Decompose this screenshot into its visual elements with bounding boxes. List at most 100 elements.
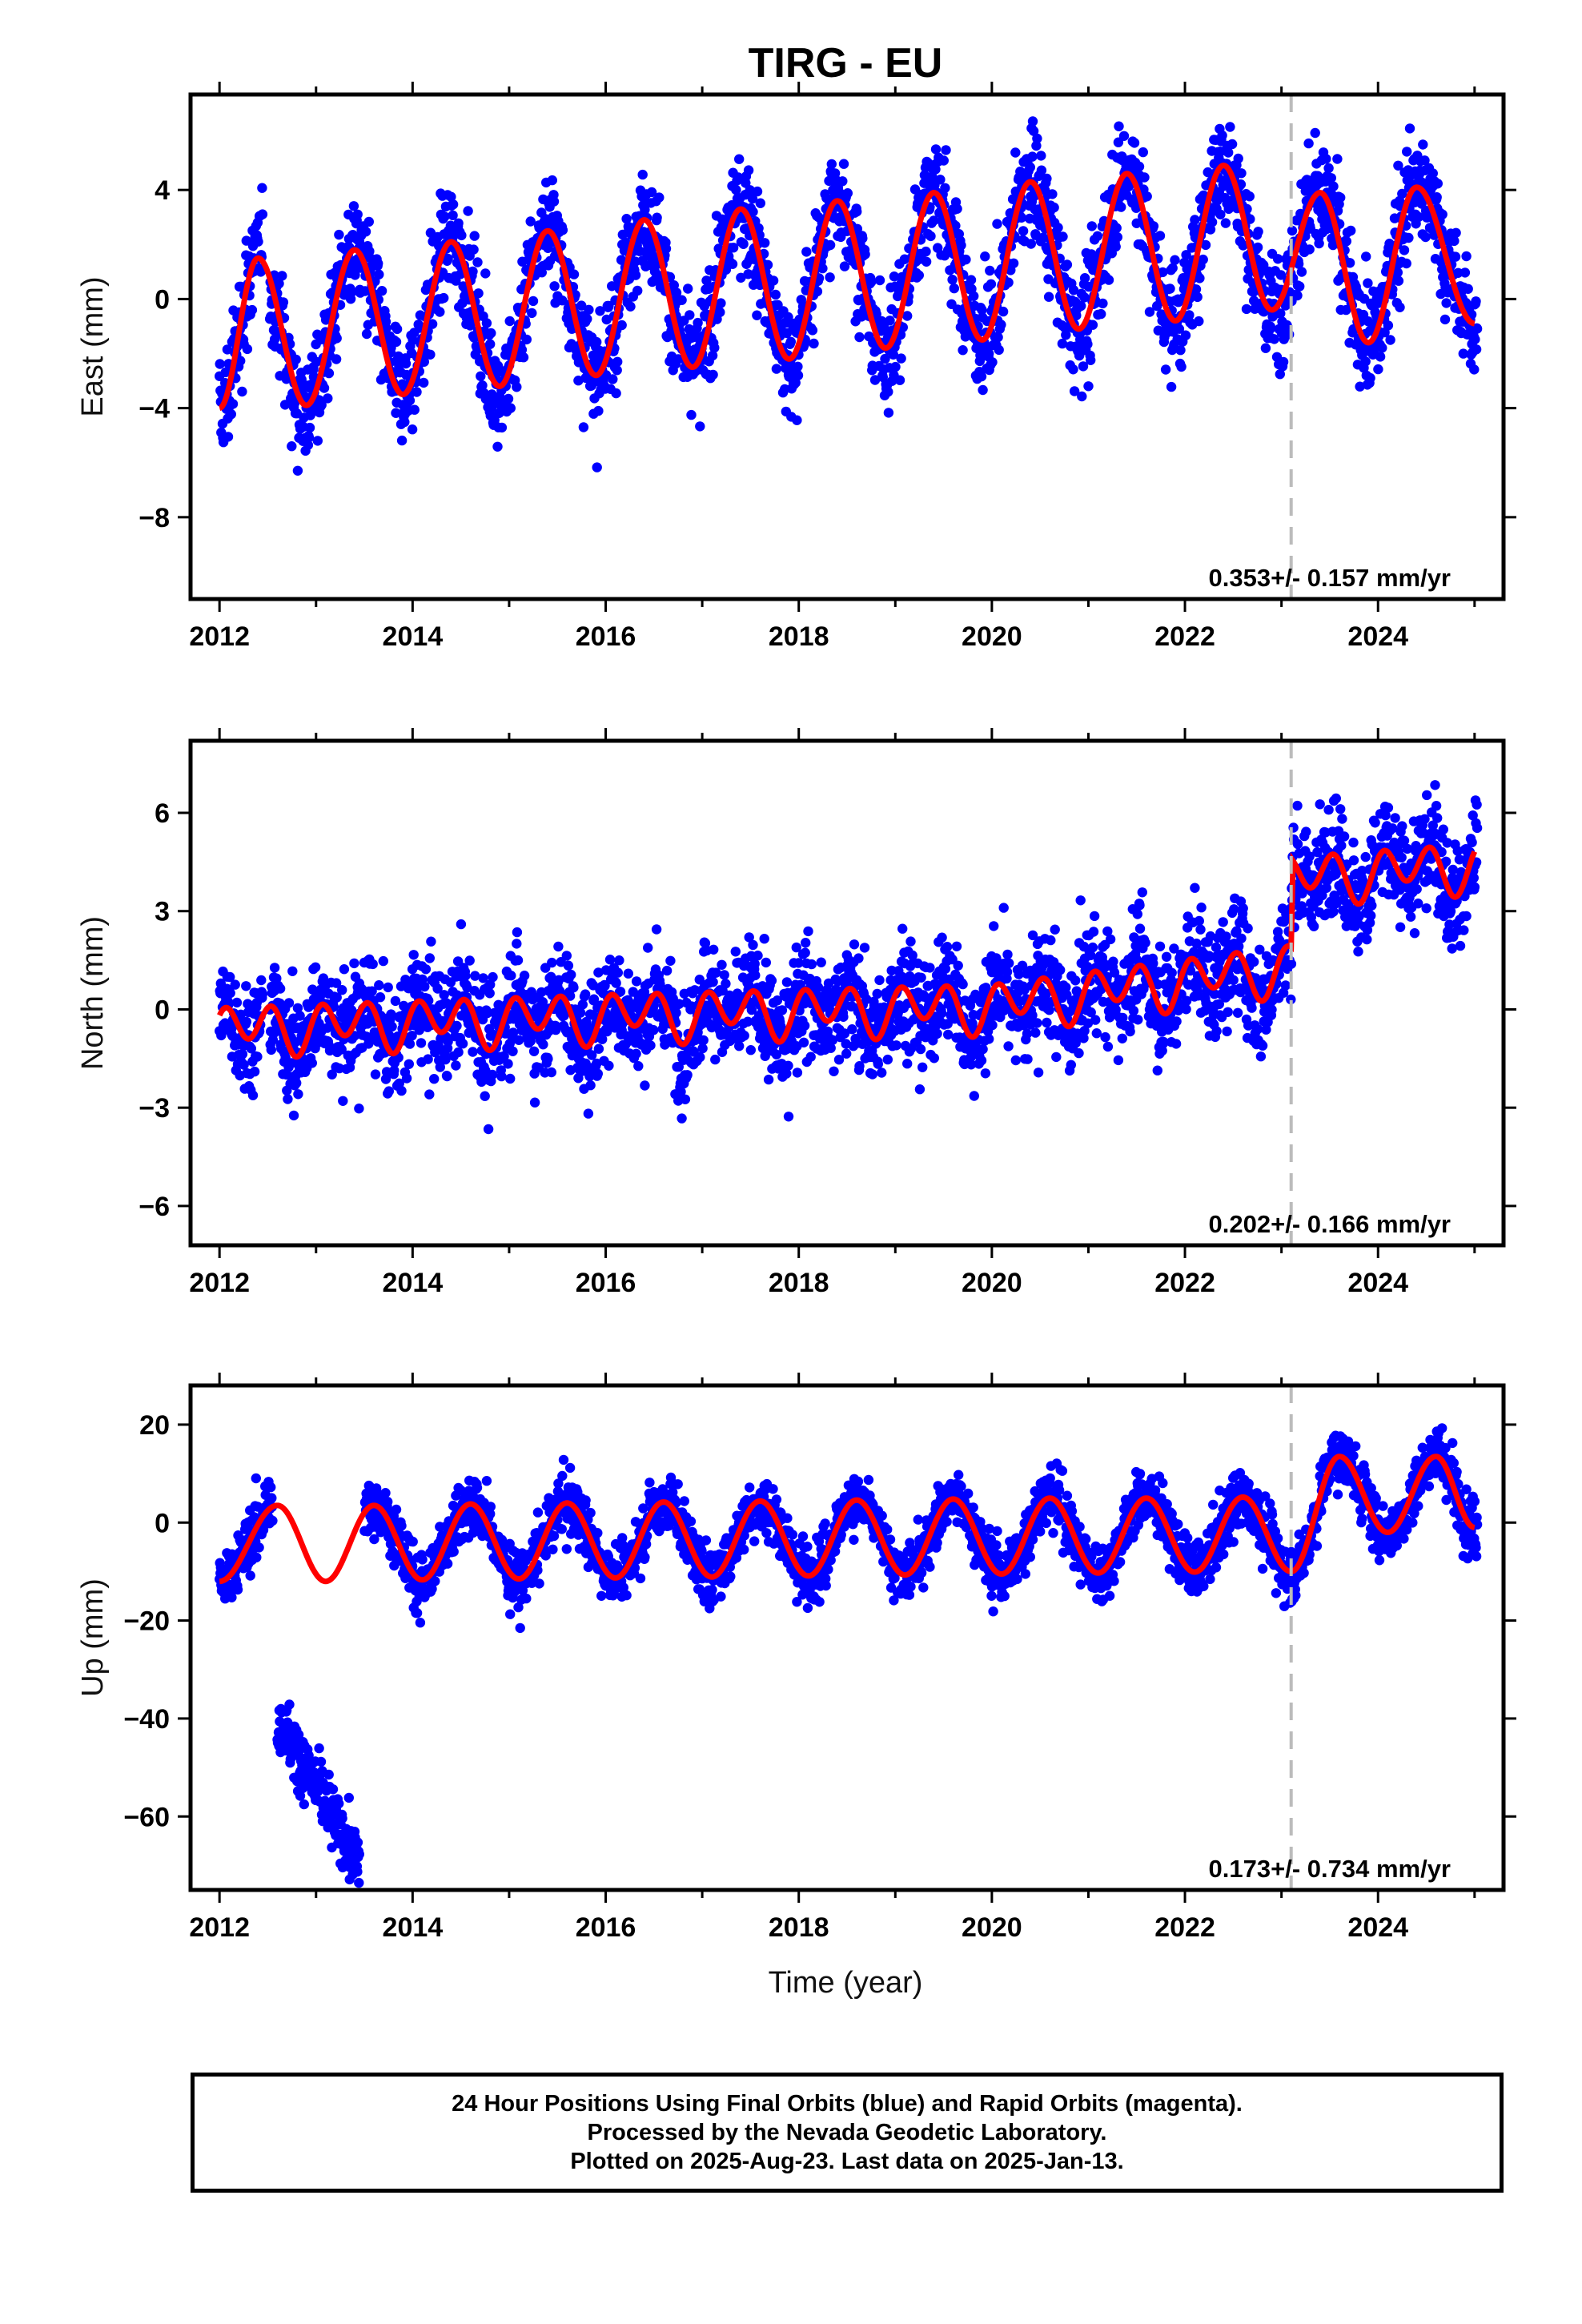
- data-point: [1113, 1055, 1124, 1066]
- data-point: [727, 259, 738, 269]
- data-point: [518, 352, 529, 363]
- data-point: [1032, 1018, 1042, 1028]
- data-point: [1463, 283, 1473, 294]
- data-point: [1200, 239, 1211, 251]
- data-point: [937, 932, 947, 943]
- data-point: [771, 1049, 782, 1060]
- data-point: [646, 187, 657, 198]
- data-point: [424, 953, 435, 963]
- data-point: [761, 957, 771, 968]
- data-point: [367, 986, 377, 996]
- data-point: [612, 356, 623, 367]
- data-point: [1046, 935, 1056, 946]
- data-point: [1025, 162, 1036, 173]
- data-point: [472, 257, 483, 267]
- data-point: [680, 1094, 691, 1105]
- data-point: [882, 1054, 893, 1065]
- data-point: [993, 332, 1003, 343]
- data-point: [812, 286, 823, 297]
- data-point: [1061, 330, 1071, 340]
- data-point: [857, 233, 868, 243]
- data-point: [547, 175, 557, 186]
- data-point: [805, 1051, 816, 1062]
- data-point: [400, 416, 410, 428]
- data-point: [661, 965, 673, 976]
- data-point: [482, 1008, 492, 1019]
- data-point: [890, 361, 901, 372]
- data-point: [269, 963, 280, 973]
- data-point: [1102, 1041, 1114, 1052]
- data-point: [1220, 218, 1231, 228]
- data-point: [408, 335, 418, 345]
- data-point: [1225, 122, 1235, 132]
- data-point: [266, 1044, 276, 1055]
- data-point: [1027, 1010, 1038, 1021]
- data-point: [1413, 211, 1424, 223]
- data-point: [748, 207, 758, 217]
- data-point: [752, 186, 763, 197]
- data-point: [980, 1068, 991, 1079]
- data-point: [841, 1048, 852, 1059]
- data-point: [966, 1052, 976, 1063]
- data-point: [745, 185, 755, 195]
- data-point: [473, 288, 484, 299]
- data-point: [874, 975, 885, 986]
- data-point: [255, 267, 266, 277]
- data-point: [941, 145, 951, 155]
- data-point: [1090, 1015, 1101, 1025]
- x-tick-label: 2014: [383, 621, 444, 652]
- data-point: [1375, 352, 1386, 362]
- data-point: [792, 415, 802, 425]
- data-point: [825, 239, 836, 251]
- data-point: [885, 316, 895, 326]
- data-point: [710, 1054, 721, 1065]
- data-point: [338, 1096, 348, 1107]
- data-point: [800, 947, 810, 958]
- data-point: [640, 204, 650, 215]
- data-point: [872, 988, 882, 999]
- data-point: [483, 1124, 494, 1135]
- data-point: [1129, 138, 1140, 148]
- data-point: [391, 336, 402, 348]
- data-point: [576, 300, 587, 311]
- data-point: [435, 307, 445, 317]
- data-point: [871, 309, 881, 320]
- data-point: [883, 387, 893, 397]
- data-point: [408, 950, 419, 960]
- data-point: [1113, 137, 1124, 147]
- data-point: [949, 283, 960, 294]
- data-point: [387, 1021, 397, 1032]
- plot-frame: [188, 92, 1506, 601]
- data-point: [439, 292, 449, 304]
- data-point: [976, 1055, 987, 1066]
- data-point: [480, 1091, 490, 1101]
- data-point: [717, 959, 727, 971]
- y-tick-label: 0: [155, 284, 170, 315]
- data-point: [1111, 223, 1122, 233]
- data-point: [980, 251, 990, 262]
- data-point: [378, 955, 388, 967]
- data-point: [481, 318, 492, 328]
- data-point: [1153, 325, 1164, 336]
- data-point: [1079, 292, 1090, 303]
- data-point: [1192, 292, 1203, 303]
- data-point: [604, 300, 614, 312]
- data-point: [1194, 316, 1204, 327]
- data-point: [277, 271, 287, 281]
- rate-label: 0.353+/- 0.157 mm/yr: [1209, 564, 1451, 592]
- data-point: [442, 1071, 452, 1082]
- data-point: [478, 973, 488, 983]
- data-point: [334, 229, 344, 240]
- data-point: [733, 172, 744, 183]
- data-point: [631, 976, 642, 987]
- data-point: [604, 955, 616, 965]
- data-point: [595, 306, 605, 316]
- data-point: [902, 311, 913, 321]
- data-point: [816, 957, 826, 967]
- data-point: [623, 968, 633, 979]
- data-point: [854, 1061, 865, 1072]
- data-point: [468, 244, 479, 255]
- x-tick-label: 2022: [1154, 621, 1215, 652]
- y-tick-label: −4: [139, 394, 170, 424]
- data-point: [1184, 310, 1195, 320]
